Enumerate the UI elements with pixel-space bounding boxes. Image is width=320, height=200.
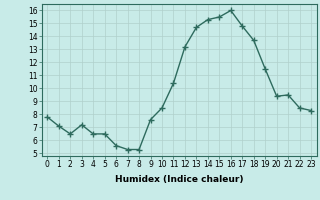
X-axis label: Humidex (Indice chaleur): Humidex (Indice chaleur) [115,175,244,184]
